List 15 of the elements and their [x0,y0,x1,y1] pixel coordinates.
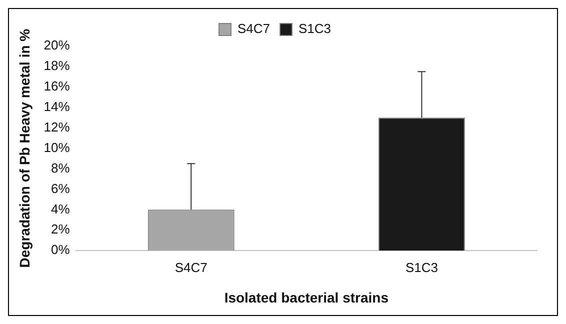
x-axis-title: Isolated bacterial strains [224,289,389,306]
y-tick-label: 4% [51,201,70,216]
y-tick-label: 10% [44,140,70,155]
legend-label: S1C3 [298,21,332,36]
y-tick-label: 14% [44,98,70,114]
y-axis-title: Degradation of Pb Heavy metal in % [16,28,32,268]
legend-label: S4C7 [237,21,270,36]
y-tick-label: 6% [51,180,70,196]
y-tick-label: 16% [44,78,70,94]
y-tick-label: 8% [51,160,70,176]
y-tick-label: 12% [44,119,70,134]
y-tick-label: 18% [44,58,70,74]
y-tick-label: 20% [44,38,70,53]
y-tick-label: 2% [51,222,70,237]
y-tick-label: 0% [51,242,70,258]
